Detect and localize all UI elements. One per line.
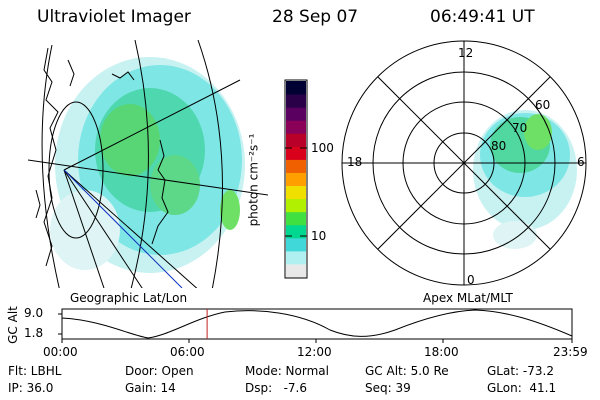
image-time: 06:49:41 UT xyxy=(430,7,535,27)
seq-readout: Seq: 39 xyxy=(365,381,411,395)
color-bar-segment xyxy=(286,94,306,108)
colorbar-unit-label: photon cm⁻²s⁻¹ xyxy=(246,133,261,227)
color-bar-segment xyxy=(286,263,306,278)
altitude-curve xyxy=(61,309,573,339)
timeline-ticks xyxy=(58,313,573,343)
mode-readout: Mode: Normal xyxy=(245,364,329,378)
mlt-label-12: 12 xyxy=(458,46,474,60)
glon-readout: GLon: 41.1 xyxy=(487,381,557,395)
timeline-xtick-1200: 12:00 xyxy=(297,345,332,359)
emission-image-left xyxy=(50,57,245,273)
emission-image-polar xyxy=(473,110,577,249)
color-bar-segment xyxy=(286,159,306,173)
door-readout: Door: Open xyxy=(125,364,194,378)
terminator-line xyxy=(63,169,183,288)
color-bar-frame xyxy=(284,79,308,279)
color-bar xyxy=(284,79,308,279)
gc-alt-readout: GC Alt: 5.0 Re xyxy=(365,364,449,378)
color-bar-segment xyxy=(286,224,306,239)
colorbar-tick-10: 10 xyxy=(311,229,327,243)
color-bar-segment xyxy=(286,107,306,121)
color-bar-segment xyxy=(286,198,306,213)
apex-caption: Apex MLat/MLT xyxy=(423,291,513,305)
ip-readout: IP: 36.0 xyxy=(8,381,54,395)
filter-readout: Flt: LBHL xyxy=(8,364,62,378)
color-bar-segment xyxy=(286,237,306,252)
lat-label-60: 60 xyxy=(535,98,551,112)
lat-label-70: 70 xyxy=(512,121,528,135)
color-bar-segment xyxy=(286,172,306,187)
gain-readout: Gain: 14 xyxy=(125,381,176,395)
polar-grid xyxy=(341,40,587,286)
timeline-xtick-2359: 23:59 xyxy=(553,345,588,359)
color-bar-segment xyxy=(286,185,306,200)
color-bar-segment xyxy=(286,146,306,160)
color-bar-segment xyxy=(286,81,306,95)
altitude-timeline xyxy=(58,308,573,343)
geographic-map xyxy=(28,40,268,288)
timeline-xtick-0600: 06:00 xyxy=(170,345,205,359)
timeline-axis-label: GC Alt xyxy=(5,306,20,344)
timeline-ytick-1.8: 1.8 xyxy=(24,326,44,340)
instrument-title: Ultraviolet Imager xyxy=(37,7,191,27)
color-bar-segment xyxy=(286,133,306,147)
dsp-readout: Dsp: -7.6 xyxy=(245,381,308,395)
coastlines xyxy=(35,47,169,267)
timeline-frame xyxy=(61,308,573,340)
mlt-label-6: 6 xyxy=(577,155,585,169)
geographic-caption: Geographic Lat/Lon xyxy=(70,291,188,305)
polar-plot xyxy=(341,40,587,286)
lat-label-80: 80 xyxy=(491,139,507,153)
image-date: 28 Sep 07 xyxy=(272,7,359,27)
color-bar-segment xyxy=(286,120,306,134)
mlt-label-0: 0 xyxy=(467,273,475,287)
timeline-xtick-1800: 18:00 xyxy=(424,345,459,359)
glat-readout: GLat: -73.2 xyxy=(487,364,554,378)
color-bar-segment xyxy=(286,211,306,226)
mlt-label-18: 18 xyxy=(347,155,363,169)
timeline-ytick-9: 9.0 xyxy=(24,306,44,320)
colorbar-tick-100: 100 xyxy=(311,141,334,155)
color-bar-segment xyxy=(286,250,306,265)
timeline-xtick-0000: 00:00 xyxy=(43,345,78,359)
